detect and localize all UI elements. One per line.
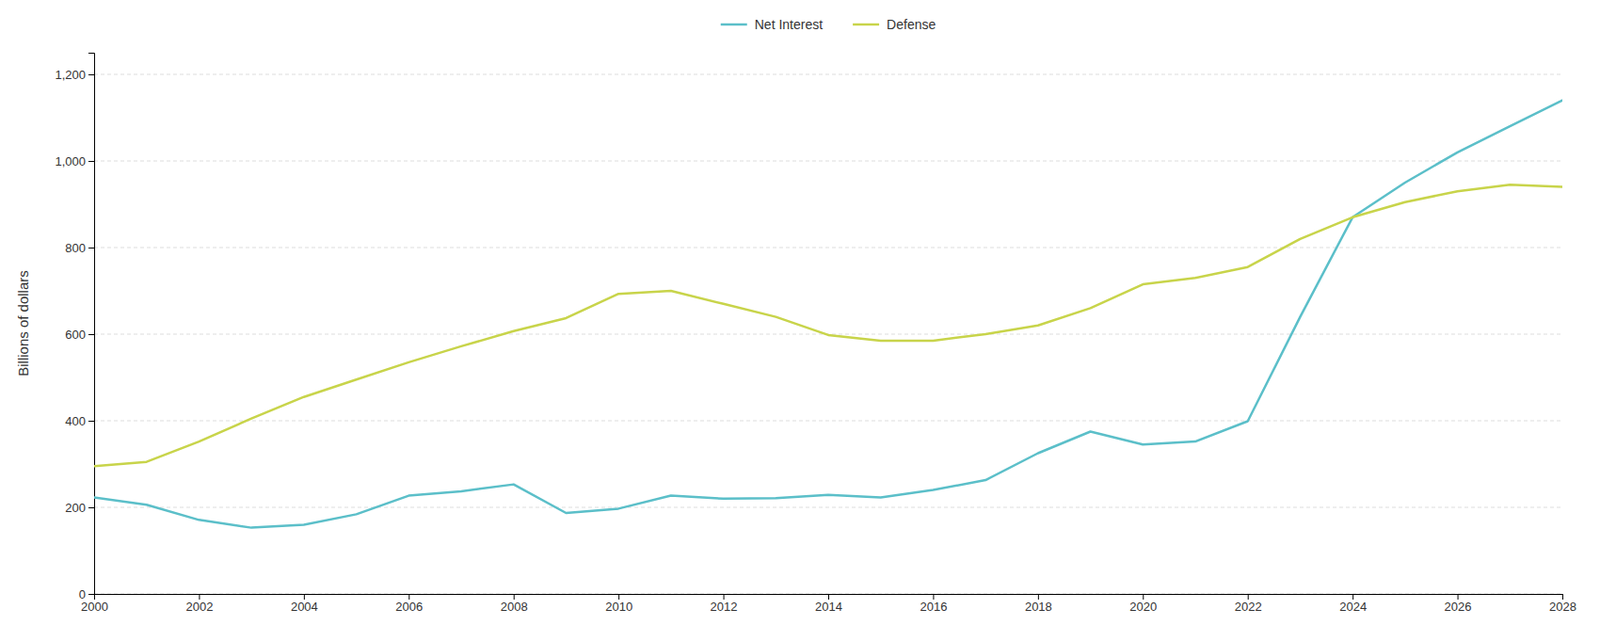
tick-label: 2014 <box>815 599 843 614</box>
tick-label: 2018 <box>1024 599 1053 614</box>
tick-mark <box>88 420 95 422</box>
tick-label: 1,200 <box>54 67 86 82</box>
tick: 1,000 <box>54 154 95 169</box>
tick-mark <box>88 593 95 595</box>
tick-mark <box>88 74 95 76</box>
tick-mark <box>1352 593 1354 600</box>
tick: 2010 <box>605 593 633 614</box>
tick-label: 1,000 <box>54 154 86 169</box>
grid-line <box>94 507 1563 509</box>
plot-area: 2000200220042006200820102012201420162018… <box>15 53 1577 615</box>
tick-mark <box>828 593 830 600</box>
tick-mark <box>1457 593 1459 600</box>
tick-mark <box>88 507 95 509</box>
tick-label: 2026 <box>1444 599 1472 614</box>
tick: 2026 <box>1444 593 1472 614</box>
tick: 2006 <box>395 593 423 614</box>
axis-line <box>95 594 1564 601</box>
tick-mark <box>198 593 200 600</box>
tick-mark <box>304 593 305 600</box>
tick-label: 0 <box>79 587 86 602</box>
tick: 800 <box>64 240 95 256</box>
tick: 1,200 <box>54 67 95 82</box>
tick-label: 2028 <box>1549 599 1577 614</box>
tick-mark <box>932 593 934 600</box>
tick: 2016 <box>919 593 947 614</box>
tick-label: 800 <box>64 240 86 256</box>
series-line <box>94 184 1563 466</box>
tick-mark <box>88 334 95 336</box>
tick-label: 2010 <box>605 599 633 614</box>
tick: 2012 <box>710 593 738 614</box>
series-line <box>94 100 1563 528</box>
tick-label: 2008 <box>500 599 528 614</box>
axis-line <box>88 53 96 595</box>
tick: 2024 <box>1339 593 1367 614</box>
tick-label: 2000 <box>80 599 109 614</box>
tick-label: 2020 <box>1129 599 1157 614</box>
legend-swatch <box>852 23 880 27</box>
tick-label: 2004 <box>290 599 319 614</box>
grid <box>94 74 1563 594</box>
grid-line <box>94 420 1563 422</box>
tick-mark <box>88 160 95 162</box>
tick: 2014 <box>815 593 843 614</box>
tick: 200 <box>64 500 95 515</box>
legend-item: Net Interest <box>720 16 823 32</box>
legend-label: Net Interest <box>754 16 823 32</box>
grid-line <box>94 160 1563 162</box>
tick-mark <box>1248 593 1249 600</box>
legend: Net Interest Defense <box>720 16 937 32</box>
tick: 0 <box>79 587 95 602</box>
tick-label: 200 <box>64 500 86 515</box>
tick: 2028 <box>1549 593 1577 614</box>
x-axis: 2000 2002 2004 2006 2008 2010 2012 2014 2016 2018… <box>80 593 1577 614</box>
tick-label: 2024 <box>1339 599 1367 614</box>
tick-mark <box>1562 593 1564 600</box>
tick: 400 <box>64 414 95 429</box>
tick-mark <box>723 593 725 600</box>
tick-mark <box>618 593 620 600</box>
grid-line <box>94 74 1563 76</box>
legend-label: Defense <box>886 16 936 32</box>
tick-label: 2006 <box>395 599 423 614</box>
tick-mark <box>1038 593 1040 600</box>
tick: 2020 <box>1129 593 1157 614</box>
tick: 2018 <box>1024 593 1053 614</box>
chart: 2000200220042006200820102012201420162018… <box>0 0 1600 641</box>
tick: 2008 <box>500 593 528 614</box>
y-axis: 0 200 400 600 800 1,000 1,200 <box>54 53 95 602</box>
tick: 600 <box>64 327 95 342</box>
tick-mark <box>1142 593 1144 600</box>
legend-swatch <box>720 23 748 27</box>
tick: 2002 <box>185 593 213 614</box>
tick-label: 600 <box>64 327 86 342</box>
grid-line <box>94 247 1563 249</box>
tick-label: 2016 <box>919 599 947 614</box>
series-group <box>94 100 1563 528</box>
tick-mark <box>513 593 515 600</box>
tick: 2004 <box>290 593 319 614</box>
legend-item: Defense <box>852 16 936 32</box>
tick: 2022 <box>1234 593 1263 614</box>
tick-label: 2012 <box>710 599 738 614</box>
tick-label: 400 <box>64 414 86 429</box>
tick-mark <box>408 593 410 600</box>
tick-mark <box>88 247 95 249</box>
y-axis-label: Billions of dollars <box>15 270 32 377</box>
tick-label: 2022 <box>1234 599 1263 614</box>
tick-label: 2002 <box>185 599 213 614</box>
